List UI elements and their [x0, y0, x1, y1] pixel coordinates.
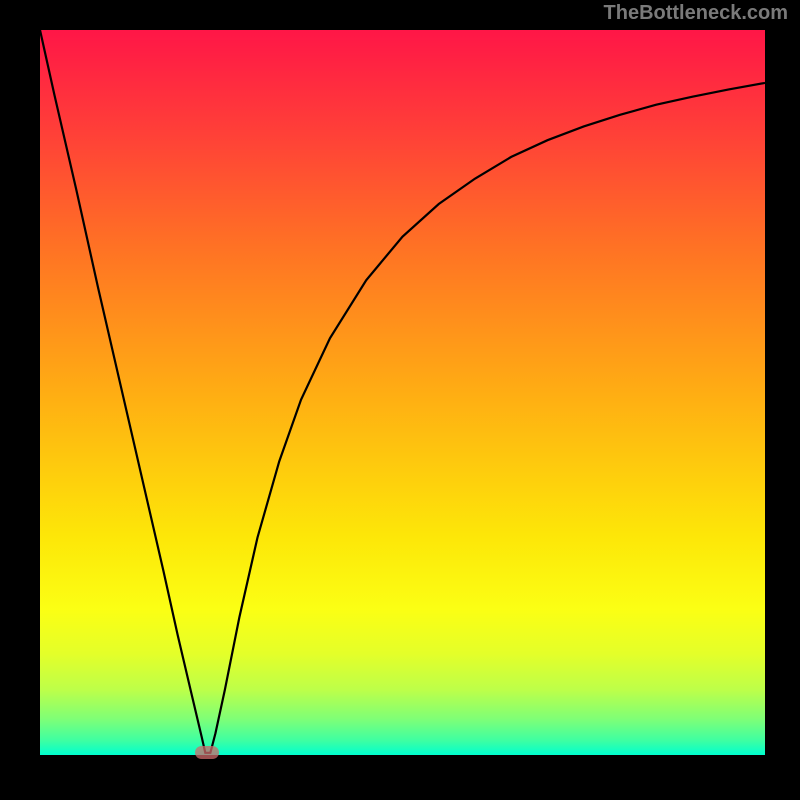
watermark-text: TheBottleneck.com	[604, 2, 788, 25]
bottleneck-curve	[40, 30, 765, 755]
plot-area	[40, 30, 765, 755]
chart-container: TheBottleneck.com	[0, 0, 800, 800]
optimal-point-marker	[195, 746, 219, 759]
